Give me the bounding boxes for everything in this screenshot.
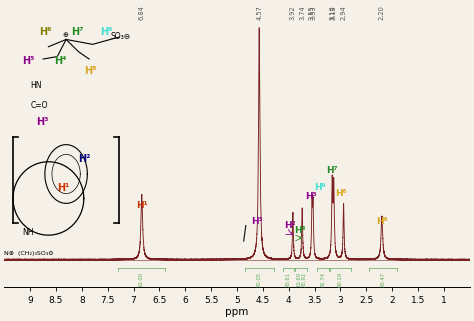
Text: 20.61: 20.61: [286, 272, 291, 287]
Text: H⁶: H⁶: [335, 189, 347, 198]
Text: 2.94: 2.94: [341, 5, 346, 20]
Text: H⁹: H⁹: [314, 183, 326, 192]
Text: 20.47: 20.47: [381, 272, 386, 287]
Text: 6.84: 6.84: [139, 5, 145, 20]
Text: 41.74: 41.74: [320, 272, 325, 287]
Text: 3.53: 3.53: [310, 5, 316, 20]
Text: 10.00: 10.00: [139, 272, 144, 287]
Text: 3.55: 3.55: [309, 5, 315, 20]
Text: H³: H³: [251, 217, 263, 226]
Text: H⁷: H⁷: [326, 166, 337, 175]
Text: H⁵: H⁵: [305, 192, 317, 201]
Text: 3.74: 3.74: [299, 5, 305, 20]
X-axis label: ppm: ppm: [225, 307, 249, 317]
Text: 3.16: 3.16: [329, 5, 335, 20]
Text: 4.57: 4.57: [256, 5, 262, 20]
Text: 10.69
20.92: 10.69 20.92: [296, 272, 306, 287]
Text: H⁸: H⁸: [376, 217, 388, 226]
Text: 3.92: 3.92: [290, 5, 296, 20]
Text: 2.20: 2.20: [379, 5, 385, 20]
Text: 20.05: 20.05: [257, 272, 262, 287]
Text: H¹: H¹: [136, 201, 147, 210]
Text: 60.19: 60.19: [338, 272, 343, 287]
Text: 3.13: 3.13: [331, 6, 337, 20]
Text: H⁴: H⁴: [294, 226, 305, 235]
Text: H²: H²: [284, 221, 296, 230]
